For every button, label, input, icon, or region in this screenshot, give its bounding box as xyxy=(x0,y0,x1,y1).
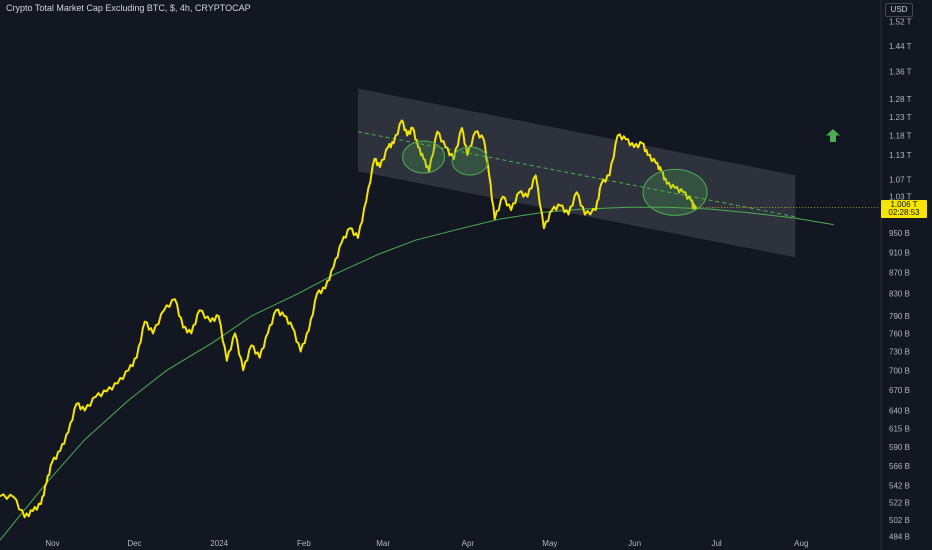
y-tick-label: 730 B xyxy=(889,347,910,356)
y-tick-label: 870 B xyxy=(889,269,910,278)
y-tick-label: 484 B xyxy=(889,532,910,541)
y-tick-label: 1.36 T xyxy=(889,68,912,77)
x-tick-label: Mar xyxy=(376,539,390,548)
x-tick-label: Jun xyxy=(628,539,641,548)
y-tick-label: 950 B xyxy=(889,229,910,238)
y-tick-label: 615 B xyxy=(889,425,910,434)
x-axis: Nov Dec 2024 Feb Mar Apr May Jun Jul Aug xyxy=(45,539,808,548)
y-tick-label: 522 B xyxy=(889,498,910,507)
up-arrow-icon[interactable] xyxy=(826,129,840,142)
x-tick-label: May xyxy=(542,539,557,548)
y-tick-label: 1.03 T xyxy=(889,193,912,202)
x-tick-label: 2024 xyxy=(210,539,228,548)
y-tick-label: 640 B xyxy=(889,407,910,416)
price-line xyxy=(0,119,696,519)
y-tick-label: 700 B xyxy=(889,366,910,375)
x-tick-label: Dec xyxy=(127,539,141,548)
y-tick-label: 1.52 T xyxy=(889,18,912,27)
highlight-ellipse[interactable] xyxy=(642,168,708,216)
highlight-ellipse[interactable] xyxy=(451,146,489,176)
y-tick-label: 502 B xyxy=(889,516,910,525)
last-price-tag: 1.006 T 02:28:53 xyxy=(881,200,927,218)
y-tick-label: 670 B xyxy=(889,386,910,395)
regression-channel[interactable] xyxy=(357,88,796,258)
chart-title: Crypto Total Market Cap Excluding BTC, $… xyxy=(6,3,251,13)
y-tick-label: 1.18 T xyxy=(889,132,912,141)
y-tick-label: 1.28 T xyxy=(889,95,912,104)
channel-band[interactable] xyxy=(358,88,796,258)
y-tick-label: 542 B xyxy=(889,481,910,490)
candle-countdown: 02:28:53 xyxy=(888,208,920,217)
channel-midline[interactable] xyxy=(357,131,796,218)
y-tick-label: 1.07 T xyxy=(889,176,912,185)
y-tick-label: 1.23 T xyxy=(889,113,912,122)
x-tick-label: Feb xyxy=(297,539,311,548)
y-tick-label: 590 B xyxy=(889,443,910,452)
highlight-ellipse[interactable] xyxy=(402,140,446,174)
y-tick-label: 830 B xyxy=(889,290,910,299)
last-price-value: 1.006 T xyxy=(890,200,918,209)
y-tick-label: 566 B xyxy=(889,462,910,471)
highlight-ellipses[interactable] xyxy=(402,140,708,216)
x-tick-label: Aug xyxy=(794,539,808,548)
x-tick-label: Jul xyxy=(711,539,721,548)
y-tick-label: 910 B xyxy=(889,248,910,257)
y-tick-label: 1.44 T xyxy=(889,42,912,51)
currency-button[interactable]: USD xyxy=(885,3,913,17)
y-tick-label: 1.13 T xyxy=(889,151,912,160)
price-series xyxy=(0,119,880,519)
x-tick-label: Nov xyxy=(45,539,59,548)
x-tick-label: Apr xyxy=(462,539,475,548)
y-tick-label: 760 B xyxy=(889,329,910,338)
y-tick-label: 790 B xyxy=(889,312,910,321)
